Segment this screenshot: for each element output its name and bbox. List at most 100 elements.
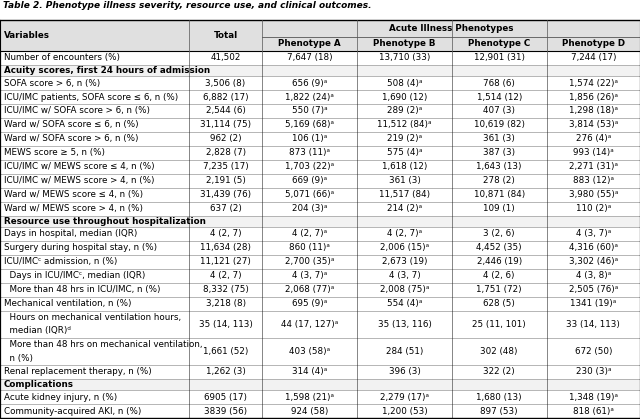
Text: Acute Illness Phenotypes: Acute Illness Phenotypes xyxy=(389,24,513,33)
Text: 4 (3, 7): 4 (3, 7) xyxy=(388,271,420,280)
Bar xyxy=(0,65,640,76)
Text: 11,517 (84): 11,517 (84) xyxy=(379,190,430,199)
Text: 1,262 (3): 1,262 (3) xyxy=(205,367,246,376)
Text: 5,071 (66)ᵃ: 5,071 (66)ᵃ xyxy=(285,190,334,199)
Text: 897 (53): 897 (53) xyxy=(481,407,518,416)
Text: 11,634 (28): 11,634 (28) xyxy=(200,243,251,252)
Text: Phenotype C: Phenotype C xyxy=(468,39,531,48)
Text: n (%): n (%) xyxy=(4,354,33,362)
Text: 204 (3)ᵃ: 204 (3)ᵃ xyxy=(292,204,328,213)
Text: Days in ICU/IMCᶜ, median (IQR): Days in ICU/IMCᶜ, median (IQR) xyxy=(4,271,145,280)
Text: 4,452 (35): 4,452 (35) xyxy=(476,243,522,252)
Text: 6905 (17): 6905 (17) xyxy=(204,393,247,402)
Bar xyxy=(0,202,640,215)
Text: 109 (1): 109 (1) xyxy=(483,204,515,213)
Text: 407 (3): 407 (3) xyxy=(483,106,515,116)
Text: 637 (2): 637 (2) xyxy=(210,204,241,213)
Bar xyxy=(0,379,640,390)
Text: Phenotype A: Phenotype A xyxy=(278,39,341,48)
Bar xyxy=(0,283,640,297)
Text: 1,514 (12): 1,514 (12) xyxy=(477,93,522,101)
Text: 31,114 (75): 31,114 (75) xyxy=(200,120,251,129)
Text: 669 (9)ᵃ: 669 (9)ᵃ xyxy=(292,176,327,185)
Bar xyxy=(0,51,640,65)
Text: Complications: Complications xyxy=(4,380,74,389)
Text: More than 48 hrs in ICU/IMC, n (%): More than 48 hrs in ICU/IMC, n (%) xyxy=(4,285,161,294)
Text: 35 (13, 116): 35 (13, 116) xyxy=(378,320,431,328)
Text: 818 (61)ᵃ: 818 (61)ᵃ xyxy=(573,407,614,416)
Text: 8,332 (75): 8,332 (75) xyxy=(203,285,248,294)
Bar xyxy=(0,76,640,90)
Bar xyxy=(0,365,640,379)
Bar xyxy=(0,310,640,338)
Text: 314 (4)ᵃ: 314 (4)ᵃ xyxy=(292,367,328,376)
Text: 924 (58): 924 (58) xyxy=(291,407,328,416)
Text: 35 (14, 113): 35 (14, 113) xyxy=(198,320,253,328)
Bar xyxy=(0,215,640,227)
Text: 1,751 (72): 1,751 (72) xyxy=(476,285,522,294)
Text: 1,643 (13): 1,643 (13) xyxy=(476,162,522,171)
Bar xyxy=(0,146,640,160)
Text: 3 (2, 6): 3 (2, 6) xyxy=(483,230,515,238)
Text: Acute kidney injury, n (%): Acute kidney injury, n (%) xyxy=(4,393,117,402)
Text: 4,316 (60)ᵃ: 4,316 (60)ᵃ xyxy=(569,243,618,252)
Bar xyxy=(0,188,640,202)
Text: 10,871 (84): 10,871 (84) xyxy=(474,190,525,199)
Text: 110 (2)ᵃ: 110 (2)ᵃ xyxy=(575,204,611,213)
Bar xyxy=(0,20,640,51)
Text: 1,690 (12): 1,690 (12) xyxy=(382,93,427,101)
Text: Total: Total xyxy=(214,31,237,40)
Text: 1,598 (21)ᵃ: 1,598 (21)ᵃ xyxy=(285,393,334,402)
Text: Surgery during hospital stay, n (%): Surgery during hospital stay, n (%) xyxy=(4,243,157,252)
Text: 2,279 (17)ᵃ: 2,279 (17)ᵃ xyxy=(380,393,429,402)
Text: ICU/IMC patients, SOFA score ≤ 6, n (%): ICU/IMC patients, SOFA score ≤ 6, n (%) xyxy=(4,93,178,101)
Text: Hours on mechanical ventilation hours,: Hours on mechanical ventilation hours, xyxy=(4,313,181,322)
Text: 106 (1)ᵃ: 106 (1)ᵃ xyxy=(292,134,328,143)
Bar xyxy=(0,241,640,255)
Text: Renal replacement therapy, n (%): Renal replacement therapy, n (%) xyxy=(4,367,152,376)
Text: Ward w/ SOFA score ≤ 6, n (%): Ward w/ SOFA score ≤ 6, n (%) xyxy=(4,120,138,129)
Bar xyxy=(0,297,640,310)
Text: Resource use throughout hospitalization: Resource use throughout hospitalization xyxy=(4,217,205,226)
Text: 4 (2, 7): 4 (2, 7) xyxy=(210,271,241,280)
Text: 2,828 (7): 2,828 (7) xyxy=(205,148,246,157)
Text: 361 (3): 361 (3) xyxy=(388,176,420,185)
Text: 4 (2, 7)ᵃ: 4 (2, 7)ᵃ xyxy=(292,230,327,238)
Text: Table 2. Phenotype illness severity, resource use, and clinical outcomes.: Table 2. Phenotype illness severity, res… xyxy=(3,1,372,10)
Text: SOFA score > 6, n (%): SOFA score > 6, n (%) xyxy=(4,79,100,88)
Text: 7,235 (17): 7,235 (17) xyxy=(203,162,248,171)
Text: Acuity scores, first 24 hours of admission: Acuity scores, first 24 hours of admissi… xyxy=(4,66,210,75)
Text: Ward w/ MEWS score ≤ 4, n (%): Ward w/ MEWS score ≤ 4, n (%) xyxy=(4,190,143,199)
Text: 2,006 (15)ᵃ: 2,006 (15)ᵃ xyxy=(380,243,429,252)
Text: 214 (2)ᵃ: 214 (2)ᵃ xyxy=(387,204,422,213)
Text: 33 (14, 113): 33 (14, 113) xyxy=(566,320,620,328)
Text: Number of encounters (%): Number of encounters (%) xyxy=(4,53,120,62)
Text: 1,348 (19)ᵃ: 1,348 (19)ᵃ xyxy=(569,393,618,402)
Bar xyxy=(0,255,640,269)
Text: 3,506 (8): 3,506 (8) xyxy=(205,79,246,88)
Text: 550 (7)ᵃ: 550 (7)ᵃ xyxy=(292,106,328,116)
Text: Phenotype B: Phenotype B xyxy=(373,39,436,48)
Text: 554 (4)ᵃ: 554 (4)ᵃ xyxy=(387,299,422,308)
Text: 3,302 (46)ᵃ: 3,302 (46)ᵃ xyxy=(569,257,618,266)
Text: 4 (3, 8)ᵃ: 4 (3, 8)ᵃ xyxy=(575,271,611,280)
Text: 11,121 (27): 11,121 (27) xyxy=(200,257,251,266)
Text: 11,512 (84)ᵃ: 11,512 (84)ᵃ xyxy=(377,120,432,129)
Text: Phenotype D: Phenotype D xyxy=(562,39,625,48)
Text: 672 (50): 672 (50) xyxy=(575,347,612,356)
Text: 41,502: 41,502 xyxy=(211,53,241,62)
Text: 396 (3): 396 (3) xyxy=(388,367,420,376)
Bar xyxy=(0,118,640,132)
Text: MEWS score ≥ 5, n (%): MEWS score ≥ 5, n (%) xyxy=(4,148,105,157)
Text: 3,814 (53)ᵃ: 3,814 (53)ᵃ xyxy=(569,120,618,129)
Text: More than 48 hrs on mechanical ventilation,: More than 48 hrs on mechanical ventilati… xyxy=(4,340,202,349)
Text: 7,244 (17): 7,244 (17) xyxy=(570,53,616,62)
Text: 1,856 (26)ᵃ: 1,856 (26)ᵃ xyxy=(569,93,618,101)
Text: 4 (3, 7)ᵃ: 4 (3, 7)ᵃ xyxy=(575,230,611,238)
Text: 2,544 (6): 2,544 (6) xyxy=(205,106,246,116)
Text: 1,298 (18)ᵃ: 1,298 (18)ᵃ xyxy=(569,106,618,116)
Text: 10,619 (82): 10,619 (82) xyxy=(474,120,525,129)
Text: 628 (5): 628 (5) xyxy=(483,299,515,308)
Text: ICU/IMC w/ SOFA score > 6, n (%): ICU/IMC w/ SOFA score > 6, n (%) xyxy=(4,106,150,116)
Text: 1,618 (12): 1,618 (12) xyxy=(382,162,427,171)
